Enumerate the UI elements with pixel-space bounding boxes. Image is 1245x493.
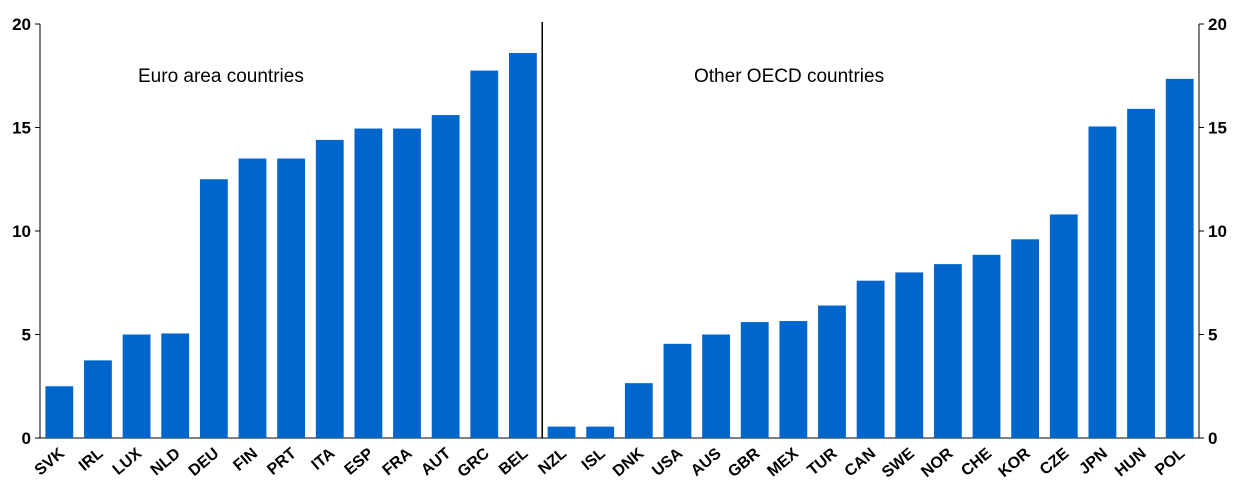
bar-svk bbox=[45, 386, 74, 438]
bar-bel bbox=[509, 52, 537, 438]
bar-ita bbox=[315, 139, 344, 439]
x-category-label: AUS bbox=[688, 445, 725, 480]
x-category-label: CZE bbox=[1037, 445, 1073, 479]
bar-deu bbox=[199, 179, 228, 438]
bar-prt bbox=[277, 158, 306, 439]
x-category-label: CHE bbox=[958, 445, 995, 480]
x-category-label: FRA bbox=[379, 445, 415, 479]
x-category-label: NOR bbox=[918, 445, 957, 481]
x-category-label: DEU bbox=[186, 445, 223, 480]
x-category-label: SWE bbox=[879, 445, 918, 482]
left-y-tick-label: 20 bbox=[12, 15, 31, 34]
bar-swe bbox=[895, 272, 924, 438]
x-category-label: DNK bbox=[610, 445, 648, 481]
bar-gbr bbox=[740, 322, 769, 438]
euro-area-annotation: Euro area countries bbox=[138, 66, 304, 87]
x-category-label: USA bbox=[649, 445, 686, 480]
right-y-tick-label: 10 bbox=[1208, 222, 1227, 241]
x-category-label: TUR bbox=[804, 445, 840, 479]
x-category-label: AUT bbox=[418, 445, 454, 479]
left-y-tick-label: 10 bbox=[12, 222, 31, 241]
bar-pol bbox=[1165, 78, 1194, 438]
x-category-label: KOR bbox=[996, 445, 1035, 481]
bar-esp bbox=[354, 128, 383, 438]
bar-usa bbox=[663, 343, 692, 438]
bar-grc bbox=[470, 70, 499, 438]
category-labels: SVK IRL LUX NLD DEU FIN PRT ITA ESP FRA AUT GRC BEL N… bbox=[32, 445, 1189, 482]
x-category-label: GBR bbox=[725, 445, 764, 481]
x-category-label: PRT bbox=[264, 445, 300, 479]
bar-dnk bbox=[624, 383, 653, 438]
right-y-tick-label: 20 bbox=[1208, 15, 1227, 34]
x-category-label: GRC bbox=[455, 445, 494, 481]
x-category-label: FIN bbox=[230, 445, 261, 475]
x-category-label: NLD bbox=[148, 445, 184, 479]
right-y-tick-label: 0 bbox=[1208, 429, 1217, 448]
bar-jpn bbox=[1088, 126, 1117, 438]
right-y-tick-label: 5 bbox=[1208, 326, 1217, 345]
x-category-label: MEX bbox=[764, 445, 802, 481]
bar-aus bbox=[702, 334, 730, 438]
bar-tur bbox=[818, 305, 846, 438]
x-category-label: CAN bbox=[842, 445, 879, 480]
bar-nzl bbox=[547, 426, 576, 438]
x-category-label: SVK bbox=[32, 445, 68, 479]
bar-irl bbox=[84, 360, 112, 438]
bar-lux bbox=[122, 334, 151, 438]
x-category-label: NZL bbox=[535, 445, 570, 478]
x-category-label: IRL bbox=[76, 445, 107, 475]
bar-can bbox=[856, 280, 885, 438]
ticks-layer: 0 0 5 5 10 10 15 15 20 20 bbox=[12, 15, 1227, 448]
x-category-label: JPN bbox=[1076, 445, 1111, 478]
bar-isl bbox=[586, 426, 615, 438]
left-y-tick-label: 0 bbox=[22, 429, 31, 448]
x-category-label: ESP bbox=[342, 445, 378, 479]
x-category-label: LUX bbox=[110, 445, 146, 479]
other-oecd-annotation: Other OECD countries bbox=[694, 66, 884, 87]
left-y-tick-label: 5 bbox=[22, 326, 31, 345]
left-y-tick-label: 15 bbox=[12, 119, 31, 138]
bar-hun bbox=[1127, 108, 1155, 439]
bar-nld bbox=[161, 333, 190, 438]
bar-cze bbox=[1049, 214, 1078, 438]
bar-kor bbox=[1011, 239, 1040, 438]
bar-fra bbox=[393, 128, 421, 438]
bar-fin bbox=[238, 158, 267, 439]
bars-layer bbox=[45, 52, 1194, 439]
bar-mex bbox=[779, 321, 808, 438]
bar-nor bbox=[933, 264, 962, 438]
x-category-label: BEL bbox=[496, 445, 532, 479]
x-category-label: ISL bbox=[579, 445, 609, 474]
bar-che bbox=[972, 254, 1001, 438]
bar-aut bbox=[431, 115, 460, 438]
x-category-label: POL bbox=[1152, 445, 1188, 479]
x-category-label: HUN bbox=[1112, 445, 1149, 480]
right-y-tick-label: 15 bbox=[1208, 119, 1227, 138]
x-category-label: ITA bbox=[309, 445, 339, 474]
